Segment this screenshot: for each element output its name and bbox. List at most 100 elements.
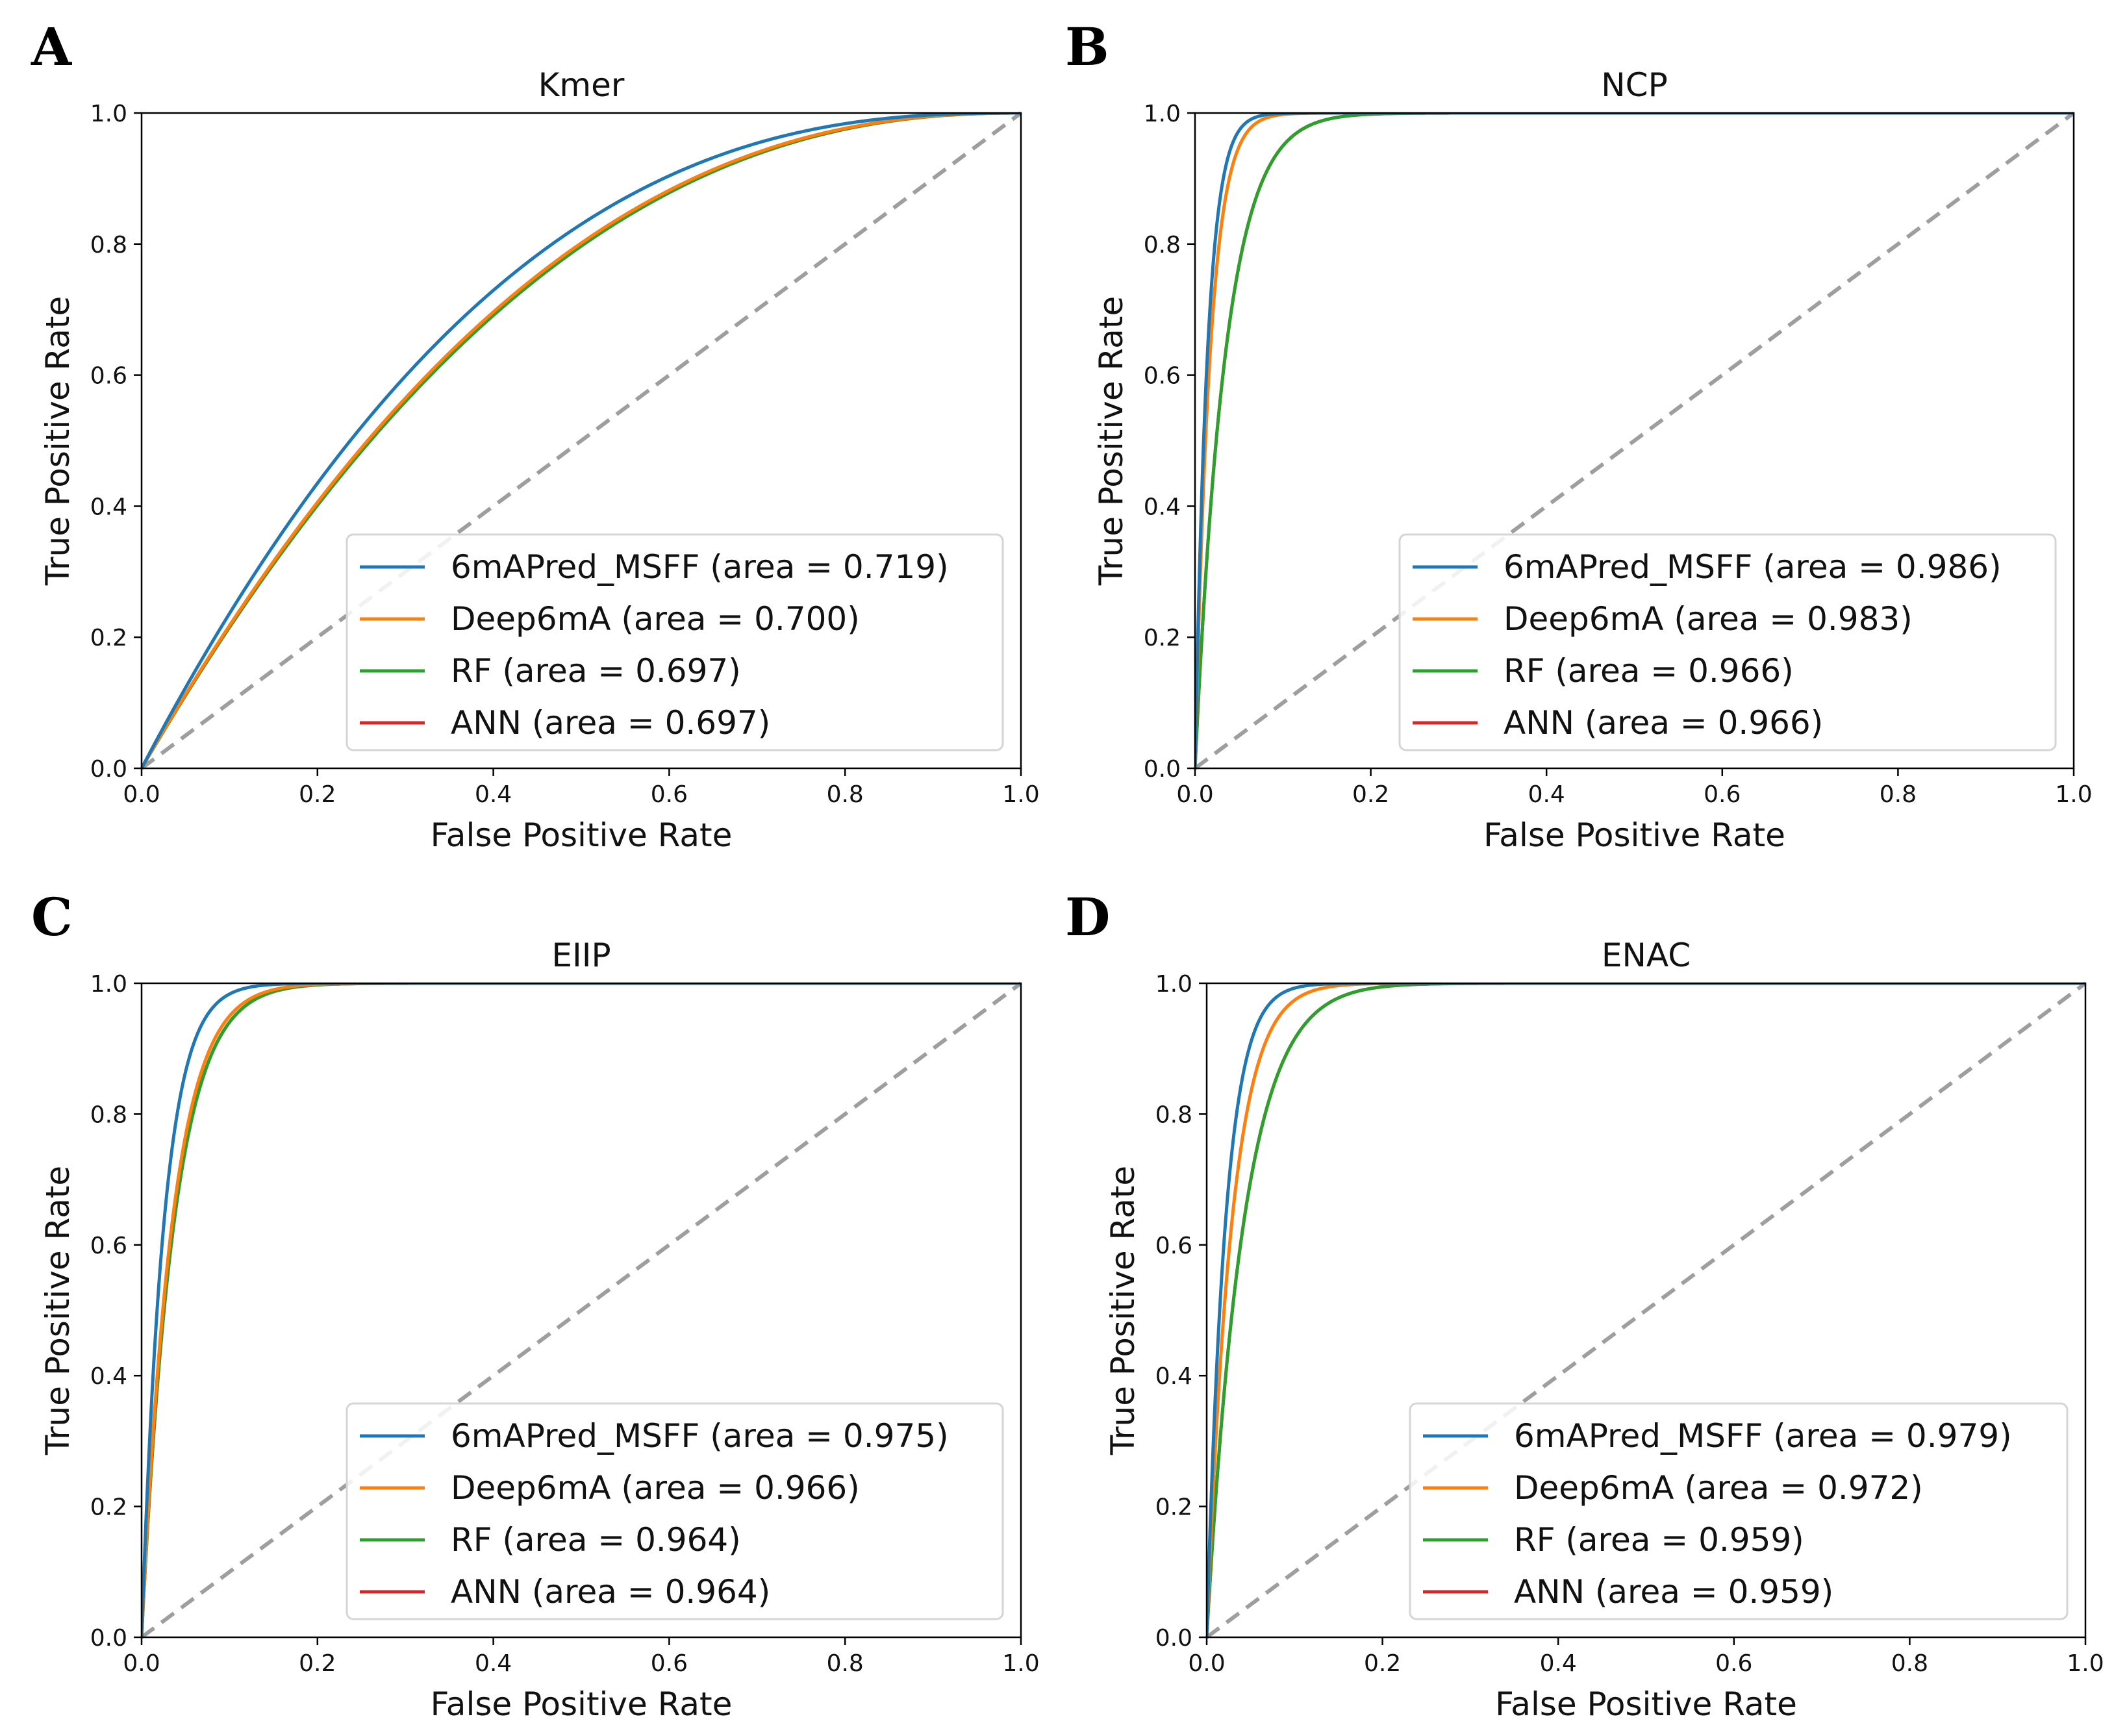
legend-box [1409,1402,2069,1620]
legend-entry-label: Deep6mA (area = 0.972) [1514,1469,1923,1507]
y-tick-label: 0.0 [1144,756,1181,783]
x-tick-label: 0.2 [1364,1650,1401,1677]
axes-frame [140,982,1022,1639]
x-tick-label: 0.0 [1176,781,1213,808]
x-tick-label: 0.8 [827,1650,864,1677]
x-tick-label: 0.0 [1188,1650,1225,1677]
roc-panel-a: A Kmer 0.0 0.2 0.4 0.6 0.8 1.0 0.0 0.2 0.4 0.6 0.8 1.… [31,16,1040,854]
legend-entry-label: ANN (area = 0.697) [451,704,770,742]
roc-curve-series-0 [142,113,1021,768]
x-tick-label: 0.6 [651,781,688,808]
y-tick-label: 0.4 [1144,494,1181,520]
legend-entry-label: 6mAPred_MSFF (area = 0.719) [451,548,949,586]
x-tick-label: 1.0 [1002,781,1039,808]
legend-entry-label: ANN (area = 0.966) [1504,704,1823,742]
x-tick-label: 1.0 [2067,1650,2104,1677]
y-axis-label: True Positive Rate [1104,1166,1142,1455]
y-axis-label: True Positive Rate [39,296,77,586]
y-tick-label: 0.0 [90,1625,127,1652]
legend-box [346,533,1004,751]
y-tick-label: 0.4 [1155,1363,1192,1390]
roc-panel-b: B NCP 0.0 0.2 0.4 0.6 0.8 1.0 0.0 0.2 0.4 0.6 0.8 1.0… [1065,16,2093,854]
x-tick-label: 0.4 [1528,781,1565,808]
y-tick-label: 0.4 [90,494,127,520]
x-tick-label: 0.8 [1880,781,1917,808]
x-tick-label: 1.0 [2055,781,2092,808]
x-tick-label: 0.8 [1891,1650,1928,1677]
y-tick-label: 0.6 [90,1233,127,1259]
y-tick-label: 0.6 [1144,363,1181,390]
x-axis-label: False Positive Rate [1483,816,1785,854]
legend-entry-label: ANN (area = 0.964) [451,1573,770,1611]
legend-entry-label: Deep6mA (area = 0.700) [451,600,860,638]
legend-box [1398,533,2057,751]
legend-entry-label: RF (area = 0.966) [1504,652,1794,690]
y-axis-label: True Positive Rate [39,1166,77,1455]
x-tick-label: 0.2 [1352,781,1389,808]
roc-panel-c: C EIIP 0.0 0.2 0.4 0.6 0.8 1.0 0.0 0.2 0.4 0.6 0.8 1.… [31,887,1040,1723]
x-tick-label: 0.6 [1704,781,1741,808]
y-axis-label: True Positive Rate [1092,296,1130,586]
x-tick-label: 0.2 [299,1650,336,1677]
panel-letter: D [1065,887,1110,948]
chart-title: EIIP [551,937,610,974]
y-tick-label: 0.2 [1155,1494,1192,1521]
x-tick-label: 0.6 [651,1650,688,1677]
x-tick-label: 0.2 [299,781,336,808]
y-tick-label: 1.0 [90,971,127,998]
x-tick-label: 0.4 [475,781,512,808]
legend-box [346,1402,1004,1620]
legend-entry-label: RF (area = 0.697) [451,652,741,690]
legend-entry-label: ANN (area = 0.959) [1514,1573,1833,1611]
y-tick-label: 0.8 [1155,1101,1192,1128]
y-tick-label: 0.6 [90,363,127,390]
roc-curve-series-1 [1195,113,2074,768]
roc-curve-series-0 [1195,113,2074,768]
legend: 6mAPred_MSFF (area = 0.719) Deep6mA (area… [346,533,1004,751]
y-tick-label: 0.8 [1144,232,1181,258]
chance-diagonal-line [1205,981,2087,1639]
x-tick-label: 0.8 [827,781,864,808]
x-tick-label: 0.6 [1715,1650,1752,1677]
legend: 6mAPred_MSFF (area = 0.986) Deep6mA (area… [1398,533,2057,751]
y-tick-label: 1.0 [1144,101,1181,127]
y-tick-label: 0.0 [1155,1625,1192,1652]
y-tick-label: 1.0 [90,101,127,127]
x-axis-label: False Positive Rate [431,1685,733,1723]
axes-frame [140,112,1022,770]
legend: 6mAPred_MSFF (area = 0.975) Deep6mA (area… [346,1402,1004,1620]
axes-frame [1205,982,2087,1639]
x-tick-label: 0.0 [123,781,160,808]
x-tick-label: 0.4 [475,1650,512,1677]
y-tick-label: 1.0 [1155,971,1192,998]
legend-entry-label: Deep6mA (area = 0.966) [451,1469,860,1507]
legend-entry-label: 6mAPred_MSFF (area = 0.986) [1504,548,2002,586]
y-tick-label: 0.2 [1144,625,1181,651]
legend-entry-label: 6mAPred_MSFF (area = 0.979) [1514,1417,2012,1455]
legend-entry-label: Deep6mA (area = 0.983) [1504,600,1913,638]
legend-entry-label: 6mAPred_MSFF (area = 0.975) [451,1417,949,1455]
legend-entry-label: RF (area = 0.964) [451,1521,741,1559]
legend: 6mAPred_MSFF (area = 0.979) Deep6mA (area… [1409,1402,2069,1620]
y-tick-label: 0.6 [1155,1233,1192,1259]
axes-frame [1194,112,2075,770]
y-tick-label: 0.8 [90,232,127,258]
chance-diagonal-line [140,111,1022,770]
legend-entry-label: RF (area = 0.959) [1514,1521,1804,1559]
x-tick-label: 1.0 [1002,1650,1039,1677]
panel-letter: A [31,16,72,77]
roc-panel-d: D ENAC 0.0 0.2 0.4 0.6 0.8 1.0 0.0 0.2 0.4 0.6 0.8 1.… [1065,887,2104,1723]
roc-curve-series-2 [1207,983,2085,1637]
x-axis-label: False Positive Rate [1495,1685,1797,1723]
y-tick-label: 0.2 [90,1494,127,1521]
chart-title: Kmer [538,66,625,104]
chart-title: NCP [1601,66,1667,104]
y-tick-label: 0.4 [90,1363,127,1390]
chance-diagonal-line [1194,111,2075,770]
panel-letter: C [31,887,73,948]
y-tick-label: 0.0 [90,756,127,783]
chance-diagonal-line [140,981,1022,1639]
x-tick-label: 0.0 [123,1650,160,1677]
x-tick-label: 0.4 [1540,1650,1577,1677]
